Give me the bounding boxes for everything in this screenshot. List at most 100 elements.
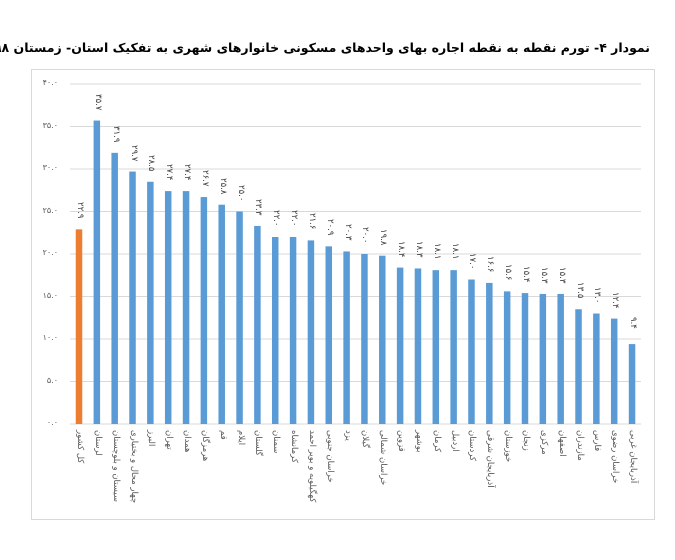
bar [236, 211, 243, 424]
data-label: ۲۸.۵ [146, 154, 157, 172]
x-category-label: کردستان [467, 430, 478, 462]
data-label: ۲۳.۳ [253, 198, 264, 216]
bar [289, 237, 297, 424]
x-category-label: بوشهر [413, 430, 424, 453]
bar [432, 270, 440, 424]
bar [450, 270, 457, 424]
bar [271, 237, 279, 424]
bar [468, 279, 475, 424]
data-label: ۲۲.۹ [75, 202, 85, 219]
bar [164, 191, 172, 424]
bar [129, 171, 136, 424]
x-category-label: ایلام [235, 430, 246, 446]
data-label: ۲۲.۰ [289, 210, 300, 227]
x-category-label: قزوین [396, 430, 407, 452]
x-category-label: خراسان جنوبی [324, 430, 335, 483]
data-label: ۲۶.۷ [199, 170, 210, 187]
bar [307, 240, 315, 424]
bar [379, 255, 386, 424]
data-label: ۱۳.۰ [592, 286, 603, 303]
y-tick-label: ۳۰.۰ [42, 163, 58, 172]
bar [147, 181, 154, 424]
bar [75, 229, 83, 424]
data-label: ۲۹.۷ [128, 144, 139, 161]
data-label: ۲۵.۸ [217, 177, 228, 195]
data-label: ۱۲.۴ [610, 291, 621, 308]
data-label: ۱۸.۱ [431, 243, 442, 260]
x-category-label: همدان [182, 430, 193, 453]
data-label: ۱۷.۰ [467, 252, 478, 269]
bar [521, 293, 529, 424]
x-category-label: لرستان [92, 430, 103, 456]
x-category-label: گلستان [253, 430, 264, 456]
x-category-label: یزد [342, 430, 353, 441]
data-label: ۱۵.۴ [521, 266, 531, 283]
x-category-label: خراسان شمالی [378, 430, 389, 486]
x-category-label: آذربایجان غربی [628, 430, 639, 484]
data-label: ۲۵.۰ [235, 184, 246, 201]
data-label: ۹.۴ [628, 317, 639, 329]
data-label: ۳۱.۹ [110, 125, 121, 143]
bar [254, 225, 261, 424]
x-category-label: خوزستان [503, 430, 514, 463]
x-category-label: کل کشور [75, 430, 85, 464]
bar [111, 152, 118, 424]
x-category-label: چهار محال و بختیاری [128, 430, 139, 504]
data-label: ۳۵.۷ [92, 93, 103, 110]
y-tick-label: ۵.۰ [46, 375, 58, 385]
x-category-label: اردبیل [449, 430, 460, 452]
bar [182, 191, 190, 424]
data-label: ۱۸.۱ [449, 243, 460, 260]
x-category-label: مازندران [574, 430, 585, 461]
x-category-label: زنجان [521, 430, 531, 451]
x-category-label: مرکزی [538, 430, 549, 455]
data-label: ۲۷.۴ [182, 164, 193, 181]
y-tick-label: ۰.۰ [46, 418, 58, 427]
data-label: ۲۷.۴ [164, 164, 175, 181]
x-category-label: خراسان رضوی [610, 430, 621, 484]
x-category-label: گیلان [360, 430, 371, 448]
data-label: ۱۸.۳ [413, 241, 424, 258]
data-label: ۱۳.۵ [574, 282, 585, 299]
data-label: ۲۰.۰ [360, 227, 371, 244]
x-category-label: فارس [592, 430, 603, 452]
bar [200, 197, 208, 424]
gridlines [70, 83, 641, 425]
x-category-label: تهران [164, 430, 175, 450]
bars [75, 120, 636, 425]
bar [628, 344, 636, 424]
data-label: ۲۱.۶ [306, 213, 317, 230]
data-label: ۱۵.۳ [556, 266, 567, 284]
bar [93, 120, 101, 425]
bar [610, 318, 618, 424]
bar [557, 293, 564, 424]
data-label: ۱۶.۶ [485, 255, 496, 273]
chart-title: نمودار ۴- تورم نقطه به نقطه اجاره بهای و… [0, 40, 650, 55]
x-category-label: کهگیلویه و بویر احمد [306, 430, 317, 503]
data-label: ۲۰.۳ [342, 224, 353, 241]
bar [503, 291, 511, 424]
x-category-label: قم [217, 430, 228, 440]
data-label: ۲۲.۰ [271, 210, 282, 227]
x-category-label: آذربایجان شرقی [485, 430, 496, 488]
x-category-label: سمنان [271, 430, 282, 454]
x-category-label: البرز [146, 430, 157, 447]
y-tick-label: ۲۰.۰ [42, 248, 58, 257]
bar [593, 313, 600, 424]
data-label: ۱۸.۴ [396, 240, 407, 257]
x-category-label: کرمانشاه [289, 430, 300, 463]
data-label: ۱۵.۶ [503, 264, 514, 281]
bar [325, 246, 333, 424]
x-category-label: سیستان و بلوچستان [110, 430, 121, 502]
bar [396, 267, 404, 424]
bar [361, 254, 368, 424]
x-category-label: هرمزگان [199, 430, 210, 462]
bar [343, 251, 350, 424]
data-label: ۲۰.۹ [324, 219, 335, 236]
bar [539, 293, 547, 424]
data-label: ۱۹.۸ [378, 228, 389, 246]
y-tick-label: ۱۰.۰ [42, 333, 58, 342]
data-label: ۱۵.۳ [538, 266, 549, 284]
x-category-label: کرمان [431, 430, 442, 453]
